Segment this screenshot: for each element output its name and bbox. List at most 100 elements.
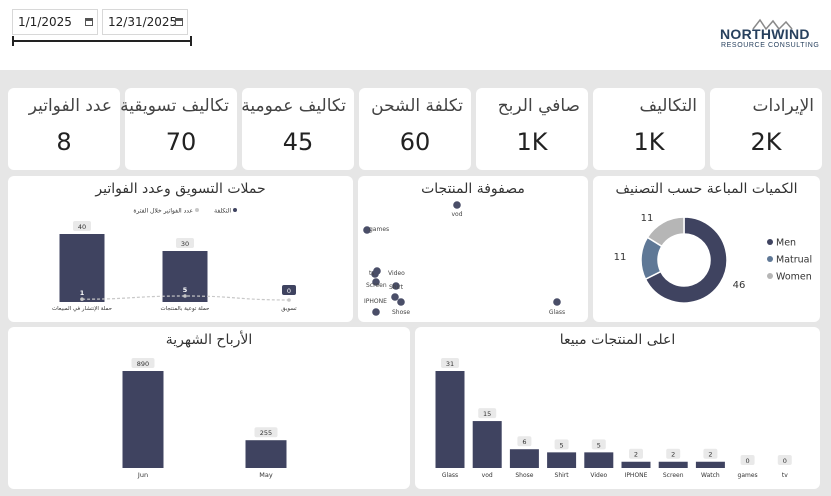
top-bar: 1/1/2025 12/31/2025 NORTHWIND RESOURCE C…: [0, 0, 831, 70]
logo-windmill-icon: [752, 18, 793, 30]
kpi-value: 45: [282, 128, 314, 156]
tick-label: Glass: [442, 472, 458, 479]
monthly-profits-card: الأرباح الشهرية 890 Jun 255 May: [8, 327, 410, 489]
line-data-label: 5: [183, 286, 188, 294]
point-label: Video: [388, 270, 405, 277]
scatter-point: [397, 298, 405, 306]
scatter-point: [372, 278, 380, 286]
tick-label: vod: [482, 472, 493, 479]
data-label: 15: [483, 410, 491, 418]
data-label-bg: [441, 358, 459, 368]
tick-label: tv: [782, 472, 788, 479]
kpi-label: تكلفة الشحن: [371, 96, 463, 116]
end-date-input[interactable]: 12/31/2025: [102, 9, 188, 35]
tick-label: حملة الإنتشار في المبيعات: [52, 306, 112, 312]
data-label-bg: [666, 448, 681, 459]
tick-label: Shirt: [555, 472, 570, 479]
category-quantity-card: الكميات المباعة حسب التصنيف 46 11 11 Men Mat…: [593, 176, 820, 322]
scatter-point: [553, 298, 561, 306]
kpi-value: 70: [165, 128, 197, 156]
data-label: 890: [137, 360, 149, 368]
point-label: IPHONE: [364, 298, 387, 305]
data-label: 2: [634, 451, 638, 459]
point-label: Glass: [549, 309, 565, 316]
bar: [472, 421, 502, 468]
data-label: 0: [746, 457, 750, 465]
kpi-label: تكاليف تسويقية: [120, 96, 229, 116]
bar: [162, 251, 208, 302]
kpi-net-profit: صافي الربح 1K: [476, 88, 588, 170]
data-label-bg: [478, 408, 497, 419]
data-label-bg: [517, 436, 532, 447]
kpi-invoice-count: عدد الفواتير 8: [8, 88, 120, 170]
data-label-bg: [282, 285, 296, 295]
point-label: games: [369, 226, 389, 233]
data-label: 5: [560, 441, 564, 449]
legend-marker: [767, 256, 773, 262]
slice-label: 11: [614, 252, 627, 263]
calendar-icon[interactable]: [175, 18, 183, 26]
bar: [245, 440, 287, 468]
scatter-point: [363, 226, 371, 234]
data-label: 6: [522, 438, 526, 446]
data-label: 31: [446, 360, 454, 368]
bar: [695, 461, 725, 468]
legend-dot-invoices: [195, 208, 199, 212]
data-label-bg: [254, 427, 278, 438]
point-label: tv: [369, 270, 375, 277]
kpi-value: 60: [399, 128, 431, 156]
chart-title: اعلى المنتجات مبيعا: [559, 332, 676, 348]
tick-label: games: [738, 472, 758, 479]
bar: [435, 371, 465, 468]
tick-label: Jun: [137, 471, 148, 479]
calendar-icon[interactable]: [85, 18, 93, 26]
scatter-point: [373, 267, 381, 275]
tick-label: Watch: [701, 472, 720, 479]
series-line: [81, 295, 290, 301]
data-label-bg: [703, 448, 718, 459]
line-data-label: 1: [80, 289, 85, 297]
data-label-bg: [176, 238, 194, 248]
bar: [122, 371, 164, 468]
legend-label: عدد الفواتير خلال الفترة: [133, 208, 193, 215]
kpi-general-costs: تكاليف عمومية 45: [241, 88, 354, 170]
company-logo: NORTHWIND RESOURCE CONSULTING: [718, 18, 828, 49]
kpi-label: التكاليف: [639, 96, 697, 116]
top-products-chart: 31 Glass 15 vod 6 Shose 5 Shirt 5 Video 2 IPHONE 2 Sc…: [435, 358, 792, 479]
logo-word: NORTHWIND: [720, 26, 810, 42]
kpi-shipping-cost: تكلفة الشحن 60: [359, 88, 471, 170]
legend-label: Women: [776, 272, 812, 283]
kpi-value: 8: [56, 128, 72, 156]
tick-label: حملة توعية بالمنتجات: [161, 306, 210, 312]
chart-title: حملات التسويق وعدد الفواتير: [95, 181, 266, 197]
start-date-input[interactable]: 1/1/2025: [12, 9, 98, 35]
data-label: 0: [783, 457, 787, 465]
kpi-label: صافي الربح: [497, 96, 580, 116]
chart-title: مصفوفة المنتجات: [421, 181, 525, 197]
slice-label: 11: [641, 213, 654, 224]
start-date-value: 1/1/2025: [18, 15, 72, 29]
marketing-chart: التكلفة عدد الفواتير خلال الفترة 40 حملة ال…: [52, 208, 297, 313]
bar: [509, 449, 539, 468]
point-label: Screen: [366, 282, 387, 289]
slice-label: 46: [733, 280, 746, 291]
data-label: 2: [708, 451, 712, 459]
legend-label: Men: [776, 238, 796, 249]
kpi-label: تكاليف عمومية: [241, 96, 346, 116]
kpi-value: 2K: [750, 128, 782, 156]
kpi-value: 1K: [633, 128, 665, 156]
data-label-bg: [131, 358, 155, 368]
legend-dot-cost: [233, 208, 237, 212]
scatter-point: [392, 282, 400, 290]
bar: [584, 452, 614, 468]
point-label: Shose: [392, 309, 410, 316]
line-point: [287, 298, 291, 302]
point-label: Shirt: [389, 284, 404, 291]
legend-label: التكلفة: [214, 208, 231, 215]
data-label-bg: [73, 221, 91, 231]
chart-title: الأرباح الشهرية: [165, 332, 253, 348]
date-range-slider[interactable]: [12, 36, 192, 46]
tick-label: تسويق: [281, 306, 297, 312]
donut-slice: [646, 216, 685, 248]
